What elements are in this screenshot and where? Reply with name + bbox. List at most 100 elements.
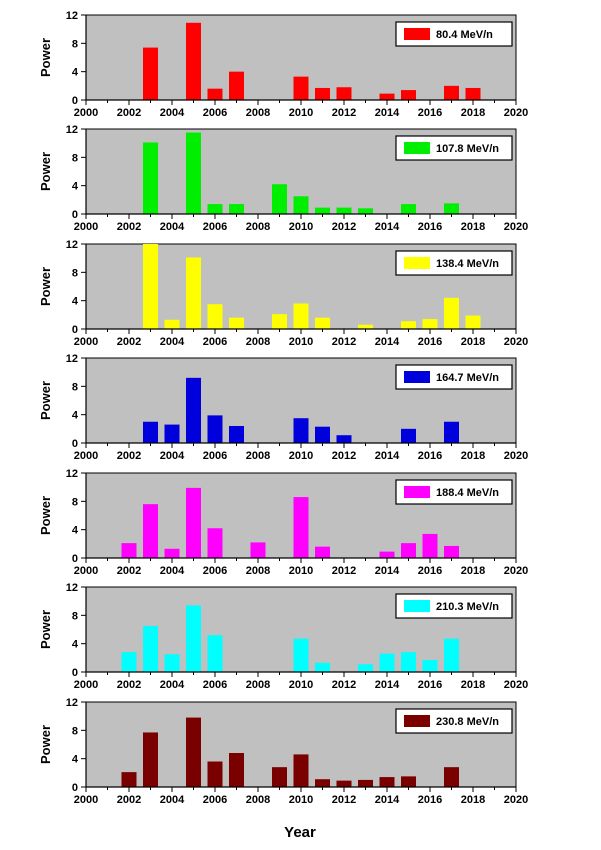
bar (229, 753, 244, 787)
x-tick-label: 2012 (332, 565, 356, 577)
x-tick-label: 2020 (504, 450, 528, 462)
legend: 138.4 MeV/n (395, 250, 513, 276)
x-tick-label: 2004 (160, 565, 185, 577)
bar (207, 88, 223, 100)
x-tick-label: 2004 (160, 679, 185, 691)
chart-panels: 0 4 8 12 2000 2002 2004 2006 2008 2010 2012 2014 201… (38, 10, 528, 806)
legend-label: 80.4 MeV/n (436, 29, 493, 41)
x-tick-label: 2018 (461, 221, 485, 233)
bar (444, 297, 459, 329)
legend-swatch (404, 28, 430, 40)
y-tick-label: 8 (72, 267, 78, 279)
bar (336, 207, 352, 214)
y-axis-title: Power (38, 152, 53, 191)
y-tick-label: 4 (72, 410, 79, 422)
bar (315, 87, 330, 100)
bar (186, 377, 201, 443)
bar (143, 47, 158, 100)
bar (143, 504, 158, 558)
x-tick-label: 2006 (203, 565, 227, 577)
x-tick-label: 2020 (504, 565, 528, 577)
x-tick-label: 2020 (504, 336, 528, 348)
chart-panel-1: 0 4 8 12 2000 2002 2004 2006 2008 2010 2012 2014 201… (38, 10, 528, 119)
bar (444, 767, 459, 787)
bar (315, 779, 330, 787)
bar (315, 317, 330, 329)
x-tick-label: 2010 (289, 450, 313, 462)
legend-label: 188.4 MeV/n (436, 487, 499, 499)
bar (315, 662, 330, 672)
legend: 210.3 MeV/n (395, 593, 513, 619)
bar (207, 761, 223, 787)
chart-panel-6: 0 4 8 12 2000 2002 2004 2006 2008 2010 2012 2014 201… (38, 582, 528, 691)
legend-label: 164.7 MeV/n (436, 372, 499, 384)
bar (186, 257, 201, 329)
bar (293, 196, 309, 214)
y-tick-label: 8 (72, 381, 78, 393)
x-tick-label: 2008 (246, 794, 270, 806)
legend-box (395, 364, 513, 390)
bar (336, 87, 352, 100)
x-tick-label: 2006 (203, 107, 227, 119)
x-tick-label: 2012 (332, 794, 356, 806)
legend: 230.8 MeV/n (395, 708, 513, 734)
bar (164, 548, 180, 558)
legend: 164.7 MeV/n (395, 364, 513, 390)
x-tick-label: 2008 (246, 565, 270, 577)
bar (186, 717, 201, 787)
x-tick-label: 2008 (246, 221, 270, 233)
x-tick-label: 2002 (117, 679, 141, 691)
bar (207, 304, 223, 329)
legend-swatch (404, 600, 430, 612)
x-tick-label: 2006 (203, 794, 227, 806)
x-tick-label: 2000 (74, 679, 98, 691)
bar (444, 545, 459, 558)
bar (272, 314, 287, 329)
x-tick-label: 2002 (117, 336, 141, 348)
x-tick-label: 2010 (289, 336, 313, 348)
bar (143, 244, 158, 329)
x-tick-label: 2002 (117, 565, 141, 577)
bar (121, 772, 137, 787)
x-tick-label: 2000 (74, 450, 98, 462)
bar (358, 208, 373, 214)
x-tick-label: 2012 (332, 450, 356, 462)
x-tick-label: 2008 (246, 450, 270, 462)
bar (121, 543, 137, 558)
chart-panel-7: 0 4 8 12 2000 2002 2004 2006 2008 2010 2012 2014 201… (38, 697, 528, 806)
x-axis-title: Year (284, 824, 316, 841)
legend-box (395, 135, 513, 161)
x-tick-label: 2010 (289, 794, 313, 806)
x-tick-label: 2012 (332, 336, 356, 348)
chart-panel-2: 0 4 8 12 2000 2002 2004 2006 2008 2010 2012 2014 201… (38, 124, 528, 233)
x-tick-label: 2016 (418, 450, 442, 462)
bar (401, 321, 416, 329)
bar (143, 732, 158, 787)
bar (186, 22, 201, 101)
legend-swatch (404, 715, 430, 727)
bar (401, 204, 416, 214)
x-tick-label: 2020 (504, 794, 528, 806)
legend: 80.4 MeV/n (395, 21, 513, 47)
y-tick-label: 0 (72, 209, 78, 221)
x-tick-label: 2000 (74, 794, 98, 806)
y-axis-title: Power (38, 267, 53, 306)
bar (379, 551, 395, 558)
y-tick-label: 8 (72, 610, 78, 622)
y-axis-title: Power (38, 725, 53, 764)
y-tick-label: 4 (72, 296, 79, 308)
x-tick-label: 2014 (375, 794, 400, 806)
legend-label: 107.8 MeV/n (436, 143, 499, 155)
y-tick-label: 0 (72, 324, 78, 336)
legend-label: 210.3 MeV/n (436, 601, 499, 613)
x-tick-label: 2014 (375, 336, 400, 348)
bar (293, 497, 309, 558)
x-tick-label: 2008 (246, 336, 270, 348)
x-tick-label: 2018 (461, 107, 485, 119)
bar (164, 319, 180, 329)
y-tick-label: 4 (72, 754, 79, 766)
x-tick-label: 2010 (289, 221, 313, 233)
y-axis-title: Power (38, 610, 53, 649)
bar (293, 418, 309, 443)
legend-swatch (404, 257, 430, 269)
